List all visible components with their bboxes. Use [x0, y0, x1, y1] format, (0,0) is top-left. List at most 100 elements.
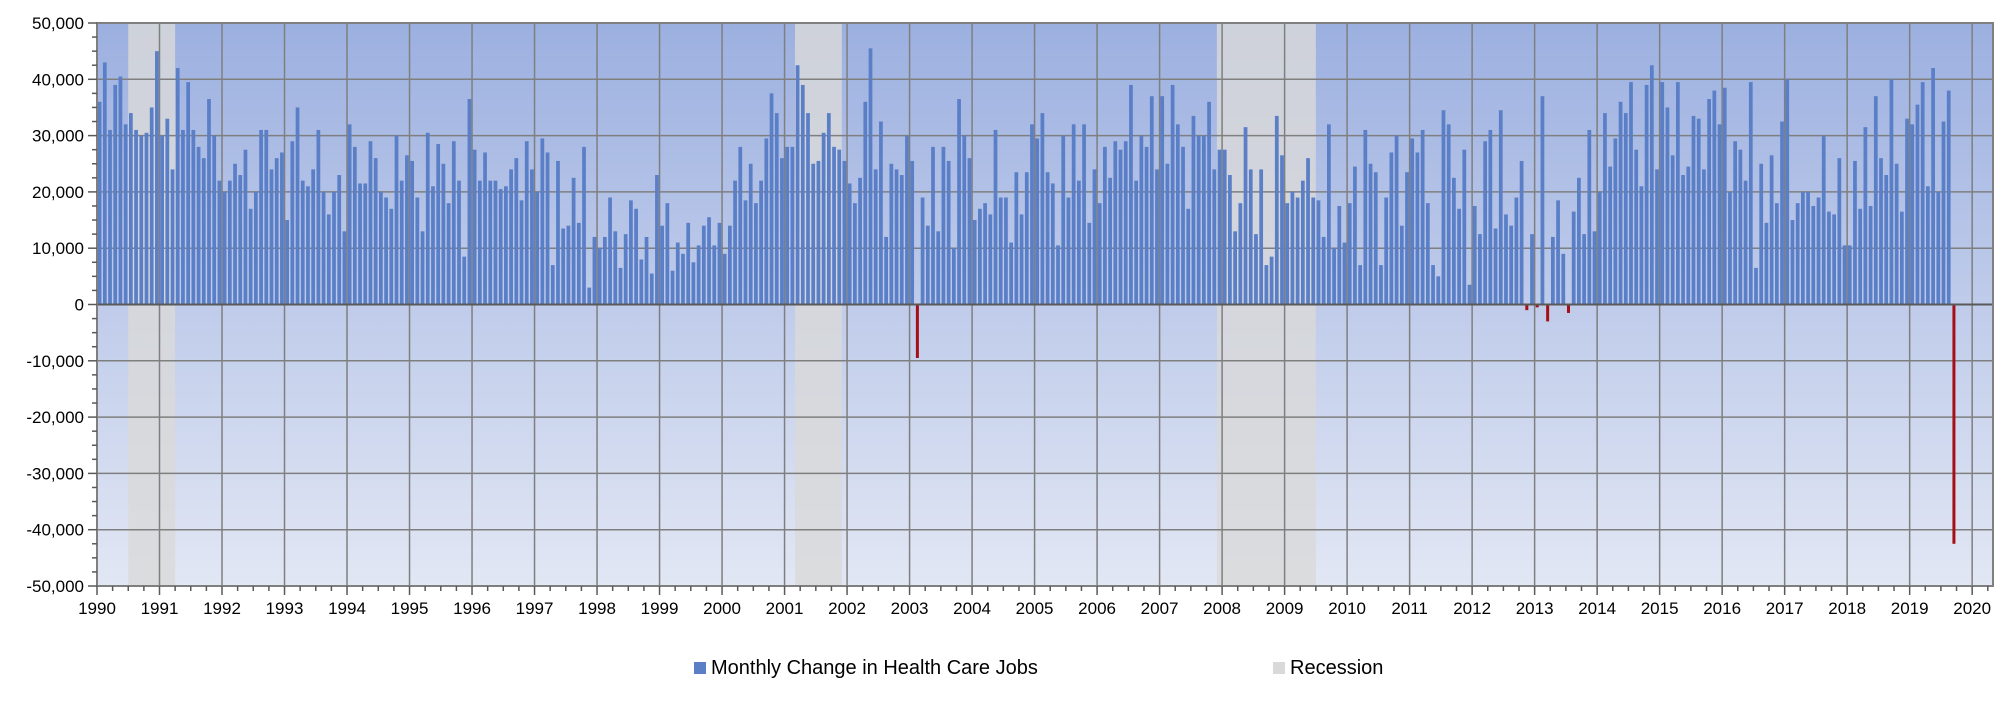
bar: [597, 248, 602, 305]
bar: [1577, 177, 1581, 305]
bar: [1134, 180, 1139, 305]
bar: [1280, 155, 1284, 305]
bar: [436, 144, 441, 305]
bar: [1175, 124, 1180, 305]
bar: [1712, 90, 1717, 305]
bar: [535, 191, 540, 305]
bar: [1639, 186, 1644, 305]
bar: [462, 256, 467, 305]
bar: [149, 107, 154, 305]
bar: [1790, 220, 1795, 305]
bar: [1149, 96, 1154, 305]
bar: [227, 180, 232, 305]
x-tick-label: 2006: [1078, 599, 1116, 618]
bar: [1493, 228, 1498, 305]
y-tick-labels: 50,000 40,000 30,000 20,000 10,000 0 -10,000 -2…: [26, 14, 84, 596]
bar: [1248, 169, 1253, 305]
bar: [951, 248, 956, 305]
bar: [847, 183, 852, 305]
bar: [264, 129, 269, 305]
bar: [1853, 160, 1857, 305]
bar: [1608, 166, 1613, 305]
bar: [1561, 253, 1566, 305]
bar: [899, 175, 904, 305]
bar: [1311, 197, 1316, 305]
bar: [1514, 197, 1519, 305]
bar: [509, 169, 513, 305]
bar: [1498, 110, 1503, 305]
bar: [321, 191, 326, 305]
bar: [1873, 96, 1878, 305]
bar: [347, 124, 352, 305]
x-tick-label: 1997: [516, 599, 554, 618]
bar: [889, 163, 894, 305]
x-tick-label: 2015: [1641, 599, 1679, 618]
bar: [946, 160, 951, 305]
bar: [363, 183, 368, 305]
bar: [1660, 82, 1665, 305]
bar: [274, 158, 279, 305]
bar: [707, 217, 711, 305]
bar: [332, 191, 336, 305]
bar: [837, 149, 842, 305]
bar: [1571, 211, 1576, 305]
bar: [978, 208, 982, 305]
bar: [790, 146, 795, 305]
bar: [842, 160, 847, 305]
y-tick-label: 20,000: [32, 183, 84, 202]
bar: [665, 203, 670, 305]
bar: [1603, 113, 1607, 305]
bar: [373, 158, 378, 305]
bar: [821, 132, 826, 305]
bar: [269, 169, 274, 305]
bar: [472, 149, 477, 305]
bar: [691, 262, 696, 305]
bar: [394, 135, 399, 305]
bar: [1597, 191, 1602, 305]
bar-series: [97, 48, 1956, 544]
bar: [519, 200, 524, 305]
bar: [561, 228, 566, 305]
bar: [826, 113, 831, 305]
bar: [1613, 138, 1618, 305]
bar: [191, 129, 196, 305]
bar: [769, 93, 774, 305]
bar: [1379, 265, 1383, 305]
bar: [1389, 152, 1394, 305]
bar: [1019, 214, 1024, 305]
x-tick-label: 1999: [641, 599, 679, 618]
bar: [1649, 65, 1654, 305]
x-tick-label: 1998: [578, 599, 616, 618]
x-tick-label: 1990: [78, 599, 116, 618]
bar: [1629, 82, 1633, 305]
x-tick-label: 1994: [328, 599, 366, 618]
bar: [832, 146, 836, 305]
bar: [1035, 138, 1040, 305]
bar: [1045, 172, 1050, 305]
bar: [1644, 84, 1649, 305]
bar: [1410, 138, 1415, 305]
bar: [1082, 124, 1086, 305]
bar: [785, 146, 790, 305]
bar: [504, 186, 508, 305]
bar: [1827, 211, 1831, 305]
bar: [1842, 245, 1847, 305]
bar: [1436, 276, 1441, 305]
bar: [1946, 90, 1951, 305]
bar: [873, 169, 878, 305]
bar: [1655, 169, 1659, 305]
bar: [1108, 177, 1112, 305]
y-tick-label: 40,000: [32, 70, 84, 89]
bar: [1728, 191, 1732, 305]
bar: [1415, 152, 1420, 305]
bar: [675, 242, 680, 305]
bar: [925, 225, 930, 305]
bar: [1061, 135, 1066, 305]
bar: [931, 146, 935, 305]
bar: [457, 180, 461, 305]
bar: [1087, 222, 1092, 305]
y-tick-label: -30,000: [26, 464, 84, 483]
bar: [248, 208, 253, 305]
bar: [139, 135, 144, 305]
bar: [696, 245, 701, 305]
